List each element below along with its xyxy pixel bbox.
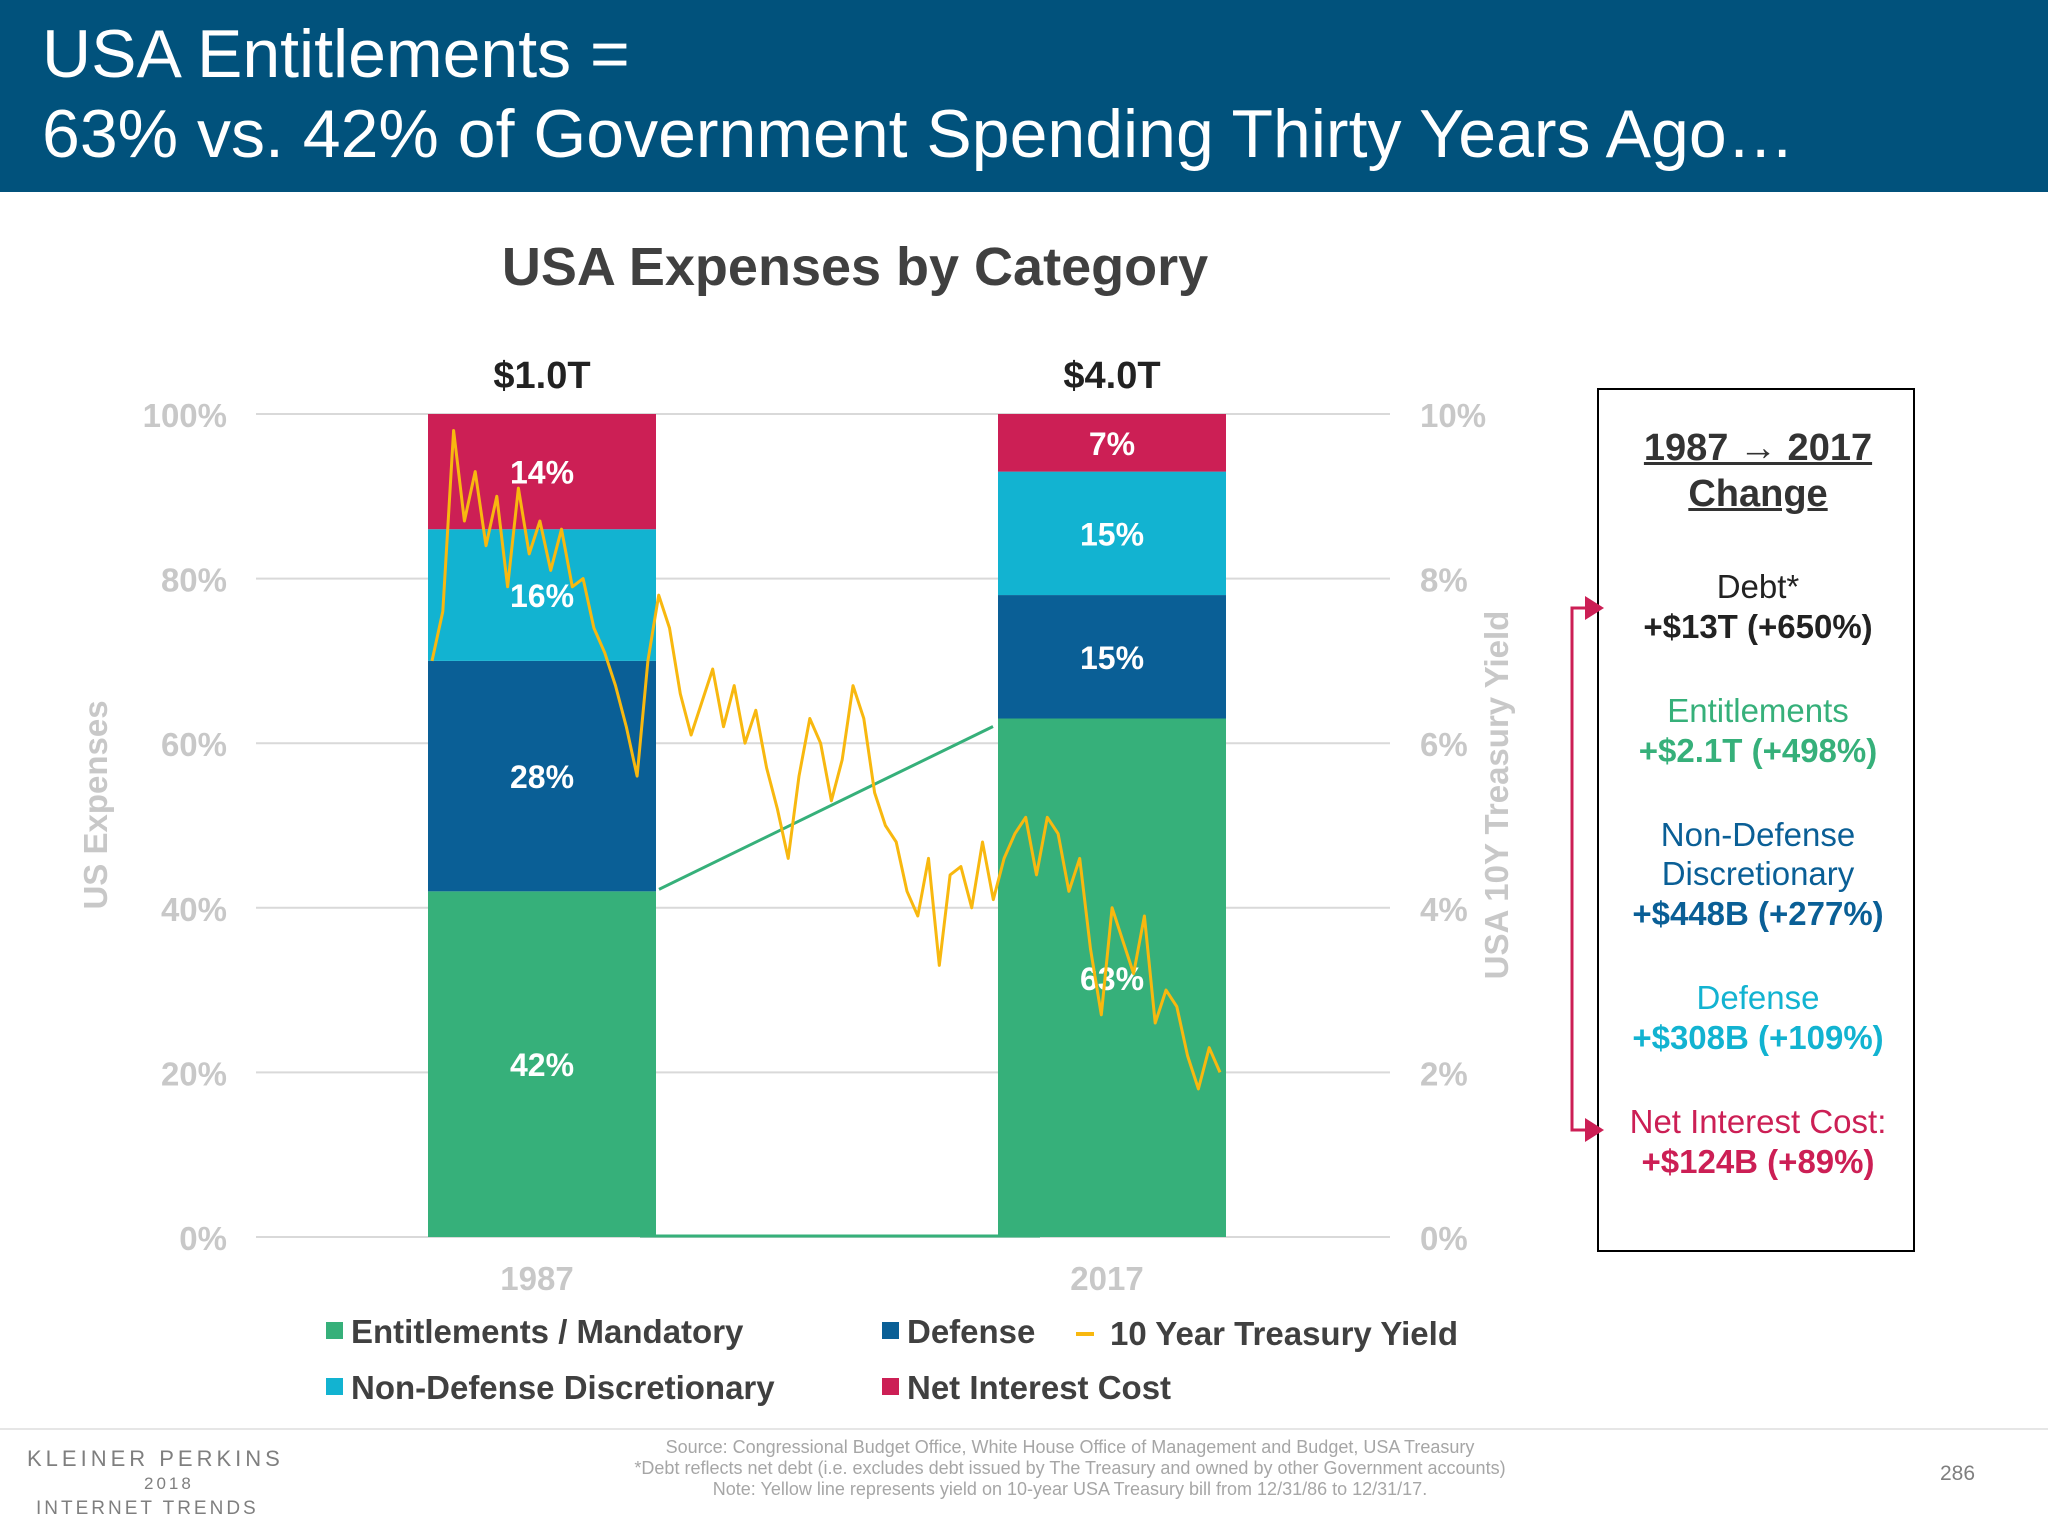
bar-segment xyxy=(998,718,1226,1237)
debt-label: Debt* xyxy=(1716,568,1800,605)
source-line-2: *Debt reflects net debt (i.e. excludes d… xyxy=(634,1458,1506,1478)
legend-label: 10 Year Treasury Yield xyxy=(1110,1315,1458,1352)
net-interest-value: +$124B (+89%) xyxy=(1641,1143,1875,1180)
y-tick-label: 80% xyxy=(161,562,227,599)
bar-total-label: $1.0T xyxy=(493,355,590,397)
entitlements-value: +$2.1T (+498%) xyxy=(1638,732,1878,769)
bar-segment xyxy=(998,414,1226,472)
bar-segment xyxy=(998,471,1226,596)
slide-title-line-2: 63% vs. 42% of Government Spending Thirt… xyxy=(42,96,1795,172)
bar-total-label: $4.0T xyxy=(1063,355,1160,397)
bar-data-label: 7% xyxy=(1089,426,1135,462)
y2-tick-label: 0% xyxy=(1420,1220,1468,1257)
trend-line xyxy=(658,725,994,891)
y-axis-label: US Expenses xyxy=(77,700,114,909)
x-tick-label: 2017 xyxy=(1070,1260,1143,1297)
bar-data-label: 42% xyxy=(510,1047,574,1083)
chart-title: USA Expenses by Category xyxy=(502,237,1208,297)
change-bracket-arrow xyxy=(1570,596,1604,1142)
legend-swatch xyxy=(326,1322,343,1339)
non-defense-label: Non-Defense xyxy=(1660,816,1856,853)
non-defense-value: +$448B (+277%) xyxy=(1632,895,1884,932)
y2-tick-label: 6% xyxy=(1420,726,1468,763)
y2-tick-label: 8% xyxy=(1420,562,1468,599)
bar-data-label: 14% xyxy=(510,455,574,491)
legend-label: Entitlements / Mandatory xyxy=(351,1313,744,1350)
legend-label: Non-Defense Discretionary xyxy=(351,1369,775,1406)
net-interest-label: Net Interest Cost: xyxy=(1629,1103,1887,1140)
source-note: Source: Congressional Budget Office, Whi… xyxy=(560,1437,1580,1500)
y-tick-label: 0% xyxy=(179,1220,227,1257)
legend-label: Net Interest Cost xyxy=(907,1369,1171,1406)
logo-line-1: KLEINER PERKINS xyxy=(27,1446,284,1471)
yield-line xyxy=(430,429,1222,1091)
slide-title-line-1: USA Entitlements = xyxy=(42,16,630,92)
y2-tick-label: 4% xyxy=(1420,891,1468,928)
y-tick-label: 20% xyxy=(161,1055,227,1092)
logo-line-2: 2018 xyxy=(144,1474,194,1493)
expenses-chart: USA Expenses by Category 0% 20% 40% 60% 80% 10… xyxy=(77,237,1515,1406)
change-box-title-line-1: 1987 → 2017 xyxy=(1643,427,1873,469)
y2-tick-label: 10% xyxy=(1420,397,1486,434)
legend-swatch xyxy=(326,1378,343,1395)
entitlements-label: Entitlements xyxy=(1667,692,1849,729)
debt-value: +$13T (+650%) xyxy=(1643,608,1873,645)
source-line-1: Source: Congressional Budget Office, Whi… xyxy=(665,1437,1475,1457)
footer-divider xyxy=(0,1428,2048,1430)
x-tick-label: 1987 xyxy=(500,1260,573,1297)
y2-tick-label: 2% xyxy=(1420,1055,1468,1092)
bar-data-label: 63% xyxy=(1080,961,1144,997)
defense-value: +$308B (+109%) xyxy=(1632,1019,1884,1056)
source-line-3: Note: Yellow line represents yield on 10… xyxy=(712,1479,1428,1499)
bar-data-label: 16% xyxy=(510,578,574,614)
legend-label: Defense xyxy=(907,1313,1035,1350)
legend-swatch xyxy=(882,1322,899,1339)
legend-swatch xyxy=(882,1378,899,1395)
y-tick-label: 100% xyxy=(143,397,227,434)
bar-segment xyxy=(998,595,1226,719)
bar-segment xyxy=(428,529,656,661)
change-box-title-line-2: Change xyxy=(1688,473,1828,515)
bar-data-label: 28% xyxy=(510,759,574,795)
defense-label: Defense xyxy=(1696,979,1820,1016)
change-box: 1987 → 2017 Change Debt* +$13T (+650%) E… xyxy=(1597,388,1915,1252)
y2-axis-label: USA 10Y Treasury Yield xyxy=(1478,611,1515,980)
y-tick-label: 40% xyxy=(161,891,227,928)
y-tick-label: 60% xyxy=(161,726,227,763)
bar-segment xyxy=(428,891,656,1237)
page-number: 286 xyxy=(1940,1462,1976,1485)
logo-line-3: INTERNET TRENDS xyxy=(36,1498,259,1519)
bar-data-label: 15% xyxy=(1080,640,1144,676)
non-defense-label-line-2: Discretionary xyxy=(1661,855,1855,892)
bar-data-label: 15% xyxy=(1080,516,1144,552)
slide-header: USA Entitlements = 63% vs. 42% of Govern… xyxy=(0,0,2048,192)
